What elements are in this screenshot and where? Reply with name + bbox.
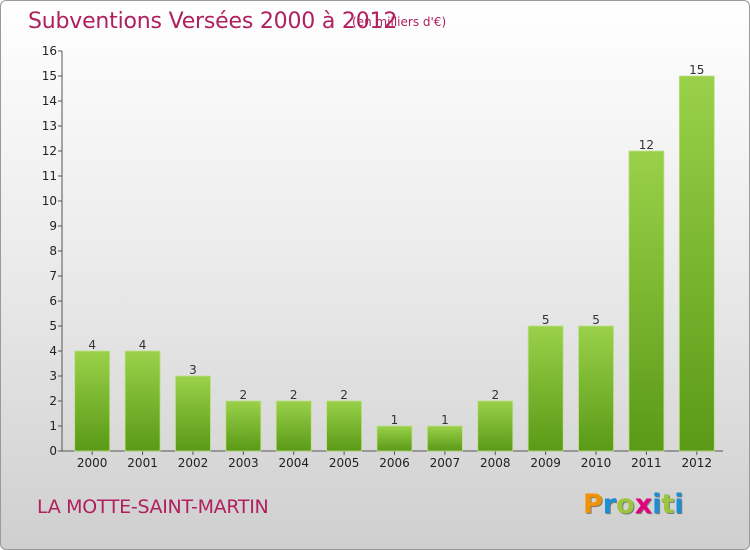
y-tick-label: 4 (49, 344, 57, 358)
bar (275, 400, 312, 452)
data-label: 2 (290, 388, 298, 402)
bar (628, 150, 665, 452)
y-tick-label: 3 (49, 369, 57, 383)
bar (225, 400, 262, 452)
data-label: 2 (491, 388, 499, 402)
data-label: 12 (639, 138, 654, 152)
x-tick-label: 2006 (379, 456, 410, 470)
y-tick-label: 10 (42, 194, 57, 208)
logo-letter: r (602, 489, 617, 520)
bar (326, 400, 363, 452)
bar (74, 350, 111, 452)
y-tick-label: 11 (42, 169, 57, 183)
y-tick-label: 9 (49, 219, 57, 233)
logo-letter: x (634, 489, 653, 520)
commune-name: LA MOTTE-SAINT-MARTIN (37, 496, 269, 518)
y-tick-label: 12 (42, 144, 57, 158)
data-label: 5 (542, 313, 550, 327)
data-label: 15 (689, 63, 704, 77)
logo-letter: t (661, 489, 675, 520)
x-tick-label: 2003 (228, 456, 259, 470)
bar (678, 75, 715, 452)
chart-title: Subventions Versées 2000 à 2012 (28, 9, 398, 34)
y-tick-label: 2 (49, 394, 57, 408)
chart-bars (74, 75, 715, 452)
logo-letter: i (652, 489, 662, 520)
x-tick-label: 2004 (278, 456, 309, 470)
y-tick-label: 0 (49, 444, 57, 458)
logo-letter: i (674, 489, 684, 520)
logo-letter: o (616, 489, 635, 520)
x-tick-label: 2010 (581, 456, 612, 470)
x-tick-label: 2001 (127, 456, 158, 470)
y-tick-label: 8 (49, 244, 57, 258)
x-tick-label: 2002 (178, 456, 209, 470)
bar (376, 425, 413, 452)
bar (175, 375, 211, 452)
x-tick-label: 2005 (329, 456, 360, 470)
x-tick-label: 2000 (77, 456, 108, 470)
bar (578, 325, 614, 452)
x-tick-label: 2007 (430, 456, 461, 470)
proxiti-logo: Proxiti (583, 489, 684, 520)
bar (527, 325, 564, 452)
x-tick-label: 2011 (631, 456, 662, 470)
data-label: 3 (189, 363, 197, 377)
x-tick-label: 2009 (530, 456, 561, 470)
y-tick-label: 15 (42, 69, 57, 83)
bar (124, 350, 161, 452)
y-tick-label: 6 (49, 294, 57, 308)
data-label: 4 (88, 338, 96, 352)
data-label: 2 (240, 388, 248, 402)
y-tick-label: 13 (42, 119, 57, 133)
data-label: 4 (139, 338, 147, 352)
y-tick-label: 7 (49, 269, 57, 283)
data-label: 1 (391, 413, 399, 427)
bar (426, 425, 463, 452)
y-tick-label: 16 (42, 44, 57, 58)
y-tick-label: 5 (49, 319, 57, 333)
x-tick-label: 2008 (480, 456, 511, 470)
data-label: 5 (592, 313, 600, 327)
data-label: 2 (340, 388, 348, 402)
logo-letter: P (583, 489, 603, 520)
x-tick-label: 2012 (682, 456, 713, 470)
y-tick-label: 1 (49, 419, 57, 433)
y-tick-label: 14 (42, 94, 57, 108)
data-label: 1 (441, 413, 449, 427)
bar (477, 400, 514, 452)
chart-subtitle: (en milliers d'€) (352, 15, 447, 29)
